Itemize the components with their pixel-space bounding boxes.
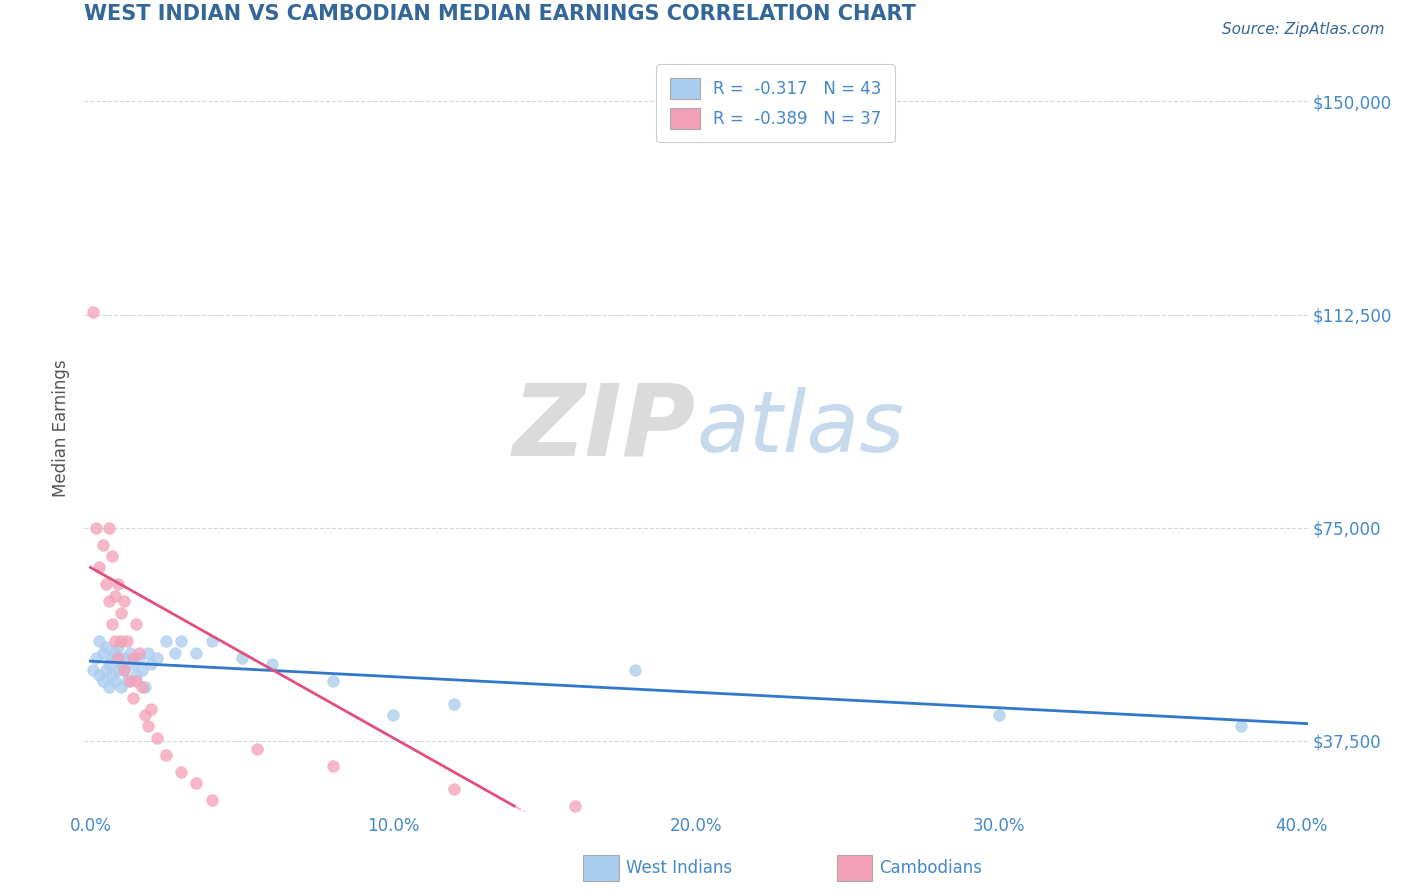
Point: [146, 731, 169, 745]
Point: [94, 663, 117, 677]
Point: [170, 634, 193, 648]
Point: [128, 651, 150, 665]
Point: [200, 634, 222, 648]
Point: [118, 646, 141, 660]
Point: [131, 663, 153, 677]
Point: [89, 634, 111, 648]
Point: [136, 646, 159, 660]
Point: [112, 594, 135, 608]
Point: [104, 589, 127, 603]
Point: [121, 691, 143, 706]
Text: atlas: atlas: [696, 386, 904, 470]
Point: [112, 651, 135, 665]
Point: [82, 304, 104, 318]
Point: [155, 634, 177, 648]
Point: [443, 697, 465, 711]
Point: [134, 708, 156, 723]
Text: ZIP: ZIP: [513, 380, 696, 476]
Point: [128, 646, 150, 660]
Point: [118, 673, 141, 688]
Point: [91, 538, 114, 552]
Point: [200, 793, 222, 807]
Point: [107, 663, 129, 677]
Point: [231, 651, 253, 665]
Point: [262, 657, 284, 671]
Legend: R =  -0.317   N = 43, R =  -0.389   N = 37: R = -0.317 N = 43, R = -0.389 N = 37: [657, 64, 894, 142]
Point: [104, 673, 127, 688]
Point: [155, 747, 177, 762]
Point: [110, 680, 132, 694]
Point: [322, 759, 344, 773]
Point: [97, 520, 120, 534]
Point: [100, 668, 122, 682]
Point: [94, 640, 117, 654]
Point: [624, 663, 647, 677]
Point: [82, 663, 104, 677]
Point: [94, 577, 117, 591]
Point: [104, 646, 127, 660]
Point: [97, 657, 120, 671]
Point: [146, 651, 169, 665]
Point: [86, 520, 108, 534]
Point: [110, 634, 132, 648]
Point: [134, 680, 156, 694]
Text: Source: ZipAtlas.com: Source: ZipAtlas.com: [1222, 22, 1385, 37]
Point: [89, 560, 111, 574]
Point: [1230, 719, 1253, 733]
Text: Cambodians: Cambodians: [879, 859, 981, 877]
Point: [110, 606, 132, 620]
Point: [186, 776, 208, 790]
Point: [115, 634, 138, 648]
Point: [89, 668, 111, 682]
Point: [91, 646, 114, 660]
Point: [139, 657, 162, 671]
Point: [97, 680, 120, 694]
Point: [100, 617, 122, 632]
Point: [136, 719, 159, 733]
Text: West Indians: West Indians: [626, 859, 731, 877]
Point: [112, 663, 135, 677]
Point: [125, 668, 148, 682]
Point: [97, 594, 120, 608]
Point: [186, 646, 208, 660]
Point: [125, 617, 148, 632]
Point: [112, 663, 135, 677]
Point: [107, 640, 129, 654]
Y-axis label: Median Earnings: Median Earnings: [52, 359, 70, 497]
Point: [121, 657, 143, 671]
Point: [139, 702, 162, 716]
Point: [125, 673, 148, 688]
Text: WEST INDIAN VS CAMBODIAN MEDIAN EARNINGS CORRELATION CHART: WEST INDIAN VS CAMBODIAN MEDIAN EARNINGS…: [84, 4, 917, 23]
Point: [115, 673, 138, 688]
Point: [100, 651, 122, 665]
Point: [443, 782, 465, 797]
Point: [131, 680, 153, 694]
Point: [104, 634, 127, 648]
Point: [121, 651, 143, 665]
Point: [165, 646, 187, 660]
Point: [170, 764, 193, 779]
Point: [987, 708, 1010, 723]
Point: [564, 799, 586, 814]
Point: [91, 673, 114, 688]
Point: [382, 708, 405, 723]
Point: [107, 651, 129, 665]
Point: [110, 657, 132, 671]
Point: [246, 742, 269, 756]
Point: [322, 673, 344, 688]
Point: [86, 651, 108, 665]
Point: [100, 549, 122, 563]
Point: [107, 577, 129, 591]
